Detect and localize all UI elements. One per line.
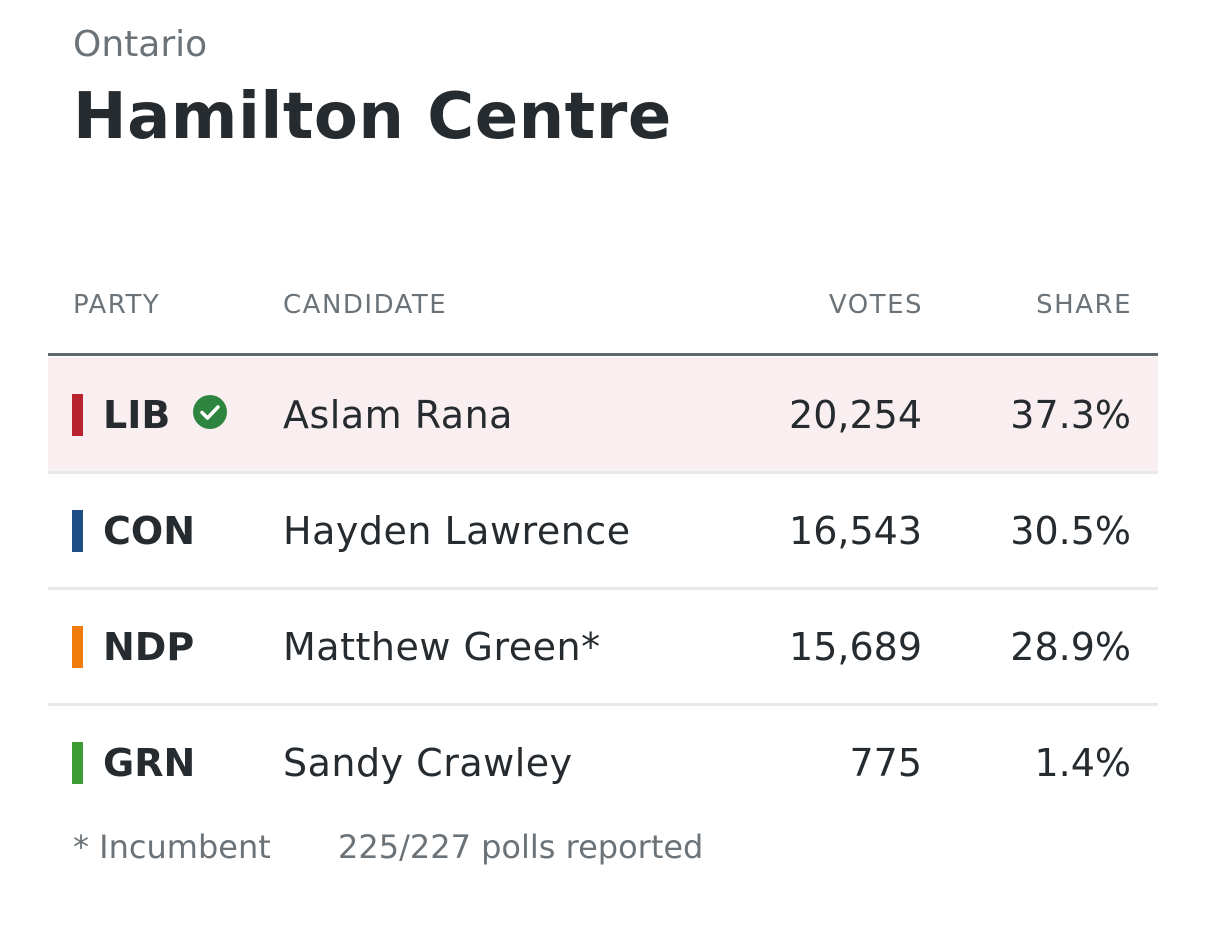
column-header: PARTY [73, 290, 161, 320]
candidate: Aslam Rana [283, 393, 513, 437]
row-separator [48, 703, 1158, 706]
party-color [72, 742, 83, 784]
column-header: SHARE [1036, 290, 1132, 320]
riding-title: Hamilton Centre [73, 80, 672, 154]
party: LIB [103, 393, 171, 437]
result-row: CON Hayden Lawrence 16,543 30.5% [48, 473, 1158, 590]
row-separator [48, 587, 1158, 590]
footnote: * Incumbent [73, 828, 271, 866]
region: Ontario [73, 24, 208, 65]
votes: 15,689 [789, 625, 922, 669]
party: GRN [103, 741, 196, 785]
share: 1.4% [1034, 741, 1131, 785]
party-color [72, 394, 83, 436]
votes: 16,543 [789, 509, 922, 553]
candidate: Matthew Green* [283, 625, 601, 669]
winner-check [193, 395, 227, 429]
column-header: CANDIDATE [283, 290, 448, 320]
share: 37.3% [1010, 393, 1131, 437]
column-header: VOTES [828, 290, 923, 320]
votes: 775 [849, 741, 922, 785]
candidate: Hayden Lawrence [283, 509, 631, 553]
share: 28.9% [1010, 625, 1131, 669]
result-row: LIB Aslam Rana 20,254 37.3% [48, 357, 1158, 474]
header-rule [48, 353, 1158, 356]
row-separator [48, 471, 1158, 474]
votes: 20,254 [789, 393, 922, 437]
party: NDP [103, 625, 195, 669]
result-row: GRN Sandy Crawley 775 1.4% [48, 705, 1158, 819]
poll-status: 225/227 polls reported [338, 828, 704, 866]
candidate: Sandy Crawley [283, 741, 573, 785]
party-color [72, 626, 83, 668]
party: CON [103, 509, 195, 553]
party-color [72, 510, 83, 552]
share: 30.5% [1010, 509, 1131, 553]
result-row: NDP Matthew Green* 15,689 28.9% [48, 589, 1158, 706]
